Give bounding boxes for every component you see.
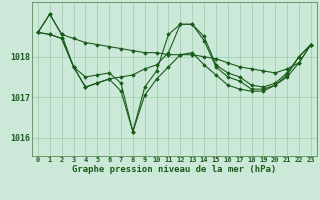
X-axis label: Graphe pression niveau de la mer (hPa): Graphe pression niveau de la mer (hPa) (72, 165, 276, 174)
